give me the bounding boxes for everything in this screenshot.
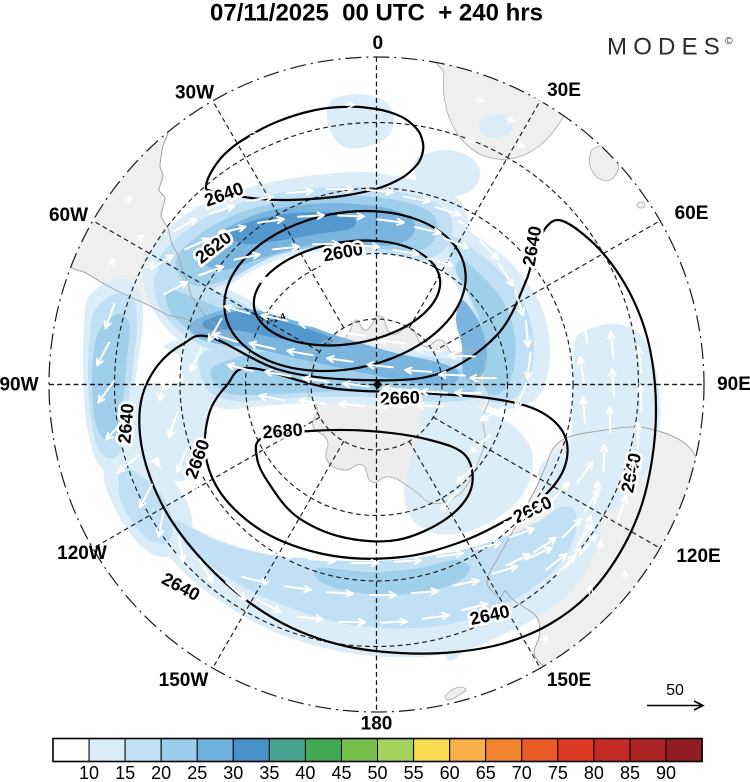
svg-text:0: 0	[373, 33, 384, 54]
svg-text:40: 40	[295, 763, 315, 782]
svg-text:90E: 90E	[717, 374, 750, 395]
svg-text:MODES: MODES	[607, 34, 726, 61]
svg-text:75: 75	[548, 763, 568, 782]
svg-text:15: 15	[115, 763, 135, 782]
svg-text:150E: 150E	[547, 670, 591, 691]
svg-text:20: 20	[151, 763, 171, 782]
svg-text:180: 180	[361, 714, 393, 735]
svg-text:35: 35	[259, 763, 279, 782]
svg-text:30: 30	[223, 763, 243, 782]
svg-text:2640: 2640	[114, 403, 137, 445]
svg-text:50: 50	[368, 763, 388, 782]
svg-text:25: 25	[187, 763, 207, 782]
svg-text:90: 90	[656, 763, 676, 782]
svg-text:50: 50	[666, 682, 684, 699]
svg-text:60E: 60E	[675, 203, 709, 224]
svg-text:60: 60	[440, 763, 460, 782]
svg-text:©: ©	[725, 35, 733, 47]
svg-text:70: 70	[512, 763, 532, 782]
svg-text:07/11/2025 00 UTC + 240 hrs: 07/11/2025 00 UTC + 240 hrs	[210, 0, 543, 27]
svg-text:45: 45	[331, 763, 351, 782]
svg-text:30W: 30W	[175, 83, 214, 104]
svg-text:55: 55	[404, 763, 424, 782]
svg-text:90W: 90W	[0, 375, 39, 396]
svg-text:80: 80	[584, 763, 604, 782]
svg-text:30E: 30E	[547, 80, 581, 101]
svg-text:85: 85	[620, 763, 640, 782]
svg-text:150W: 150W	[159, 670, 209, 691]
svg-text:60W: 60W	[49, 205, 88, 226]
svg-text:10: 10	[79, 763, 99, 782]
svg-text:65: 65	[476, 763, 496, 782]
svg-text:120E: 120E	[676, 546, 720, 567]
svg-text:2680: 2680	[262, 420, 303, 443]
svg-text:120W: 120W	[57, 543, 107, 564]
